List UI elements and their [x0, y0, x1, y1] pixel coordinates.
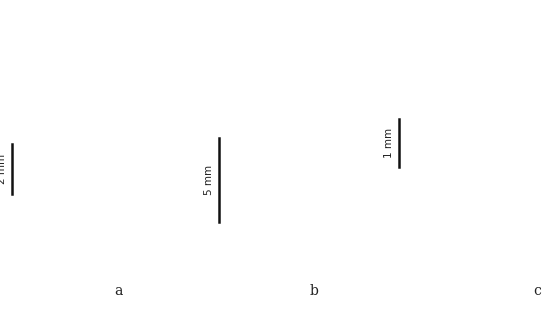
Text: 1 mm: 1 mm	[384, 128, 394, 158]
Text: c: c	[533, 284, 541, 298]
Text: 5 mm: 5 mm	[203, 165, 214, 195]
Text: a: a	[114, 284, 123, 298]
Text: 2 mm: 2 mm	[0, 154, 7, 184]
Text: b: b	[309, 284, 318, 298]
